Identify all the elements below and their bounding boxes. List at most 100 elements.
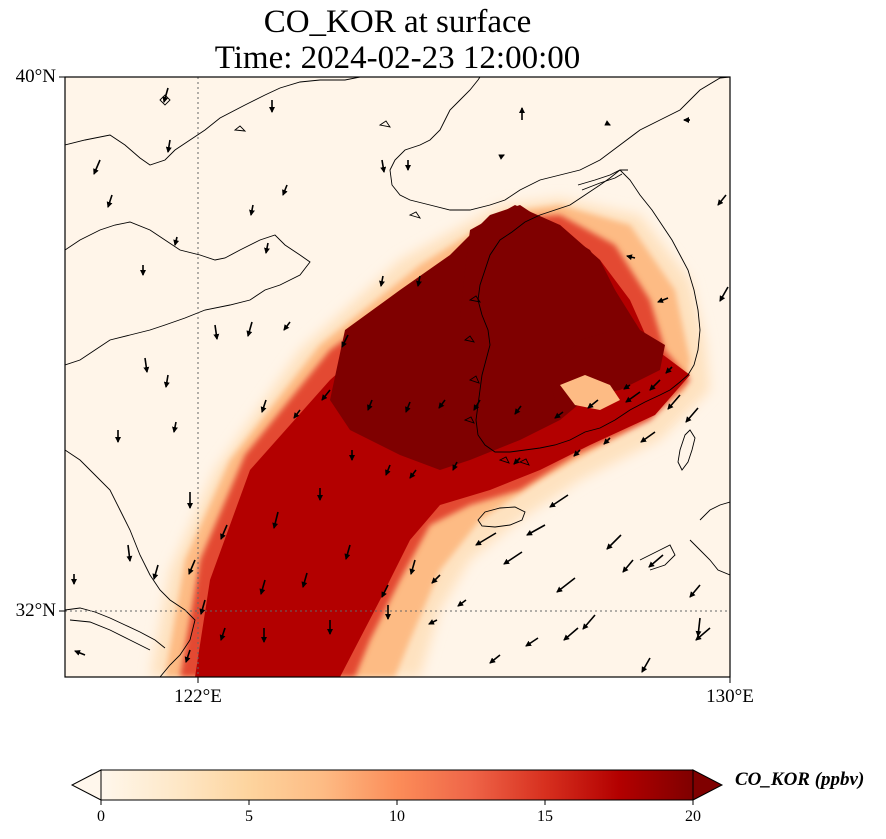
wind-arrow: [172, 421, 178, 433]
wind-arrow: [367, 399, 373, 411]
wind-arrow: [685, 407, 699, 423]
map-content: [65, 77, 730, 677]
wind-arrow: [409, 559, 416, 575]
wind-arrow: [380, 159, 387, 173]
wind-arrow: [457, 599, 467, 607]
wind-arrow: [625, 391, 641, 403]
map-subtitle-time: Time: 2024-02-23 12:00:00: [214, 40, 581, 76]
map-title: CO_KOR at surface: [263, 4, 532, 40]
wind-arrow: [249, 204, 255, 216]
lat-label-32n: 32°N: [15, 600, 56, 621]
lon-label-130e: 130°E: [706, 686, 754, 707]
map-frame: [64, 76, 731, 678]
wind-arrow: [626, 254, 636, 261]
colorbar-tick-label-5: 5: [245, 808, 253, 825]
korea-west-islands: [463, 295, 530, 466]
plume-gap-light-patch: [560, 375, 620, 410]
wind-arrow: [259, 579, 266, 595]
wind-arrow: [93, 159, 101, 175]
wind-arrow: [416, 275, 422, 287]
korea-north-border: [577, 169, 628, 191]
wind-arrow: [106, 194, 113, 208]
map-panel: [59, 76, 731, 683]
colorbar: [70, 769, 724, 805]
wind-arrow: [503, 551, 523, 565]
wind-arrow: [513, 457, 521, 465]
wind-arrow: [381, 584, 389, 598]
plume-core-korea: [440, 205, 620, 455]
jeju-island: [477, 506, 526, 528]
wind-arrow: [126, 544, 133, 562]
wind-arrow: [264, 242, 270, 254]
lon-label-122e: 122°E: [174, 686, 222, 707]
wind-arrow: [563, 627, 579, 641]
wind-arrow: [657, 297, 669, 303]
kyushu-coast: [639, 501, 730, 576]
liaodong-coast: [389, 77, 730, 211]
wind-arrow: [188, 559, 196, 575]
wind-arrow: [649, 379, 661, 391]
wind-arrow: [379, 275, 385, 287]
wind-arrow: [498, 154, 505, 160]
wind-arrow: [475, 532, 497, 546]
wind-arrow: [272, 511, 279, 529]
wind-arrow: [341, 334, 349, 348]
wind-arrow: [689, 584, 701, 598]
wind-arrow: [525, 637, 539, 647]
wind-arrow: [695, 617, 702, 637]
wind-arrow: [282, 184, 288, 196]
shandong-coast: [65, 221, 311, 366]
wind-arrow: [184, 649, 191, 663]
wind-arrow: [640, 431, 656, 443]
yangtze-estuary: [65, 607, 166, 651]
wind-arrow: [695, 627, 711, 641]
wind-arrow: [556, 577, 576, 593]
wind-arrow: [489, 654, 501, 664]
wind-arrow: [604, 120, 611, 126]
wind-arrow: [301, 572, 308, 588]
colorbar-tick-label-10: 10: [389, 808, 405, 825]
wind-arrow: [526, 524, 546, 536]
wind-arrow: [428, 619, 438, 625]
bohai-islands: [159, 94, 422, 219]
wind-arrow: [143, 357, 150, 373]
wind-arrow: [220, 524, 228, 540]
wind-arrow: [219, 627, 226, 641]
wind-arrow: [293, 409, 301, 419]
wind-arrow: [74, 650, 86, 656]
wind-arrow: [587, 399, 599, 409]
wind-arrow: [431, 574, 441, 584]
wind-arrow: [405, 401, 411, 413]
tsushima-island: [677, 429, 696, 471]
wind-arrow: [717, 194, 727, 206]
colorbar-tick-label-20: 20: [685, 808, 701, 825]
wind-arrow: [622, 559, 634, 573]
colorbar-extend-max: [692, 769, 724, 801]
coastlines: [65, 77, 730, 677]
wind-arrow: [213, 324, 220, 340]
wind-arrow: [438, 399, 446, 409]
wind-arrow: [641, 657, 651, 673]
wind-arrow: [385, 464, 391, 476]
wind-arrow: [603, 437, 611, 445]
wind-arrow: [719, 286, 729, 302]
wind-arrow: [246, 321, 253, 337]
wind-arrow: [163, 374, 170, 388]
wind-arrow: [606, 534, 622, 550]
wind-arrow: [473, 399, 481, 411]
wind-arrow: [173, 236, 180, 246]
wind-arrow: [321, 389, 331, 401]
wind-arrow: [648, 554, 664, 568]
wind-arrow: [409, 469, 417, 479]
colorbar-label: CO_KOR (ppbv): [735, 769, 865, 790]
colorbar-tick-label-15: 15: [537, 808, 553, 825]
wind-arrow: [582, 614, 596, 630]
wind-arrow: [623, 383, 631, 390]
wind-arrow: [344, 544, 351, 560]
co-concentration-field: [150, 198, 710, 677]
china-coast-north: [65, 77, 361, 166]
korea-west-coast: [475, 169, 671, 453]
korea-east-coast: [619, 169, 701, 391]
wind-vectors: [71, 87, 729, 673]
wind-arrow: [165, 139, 172, 153]
